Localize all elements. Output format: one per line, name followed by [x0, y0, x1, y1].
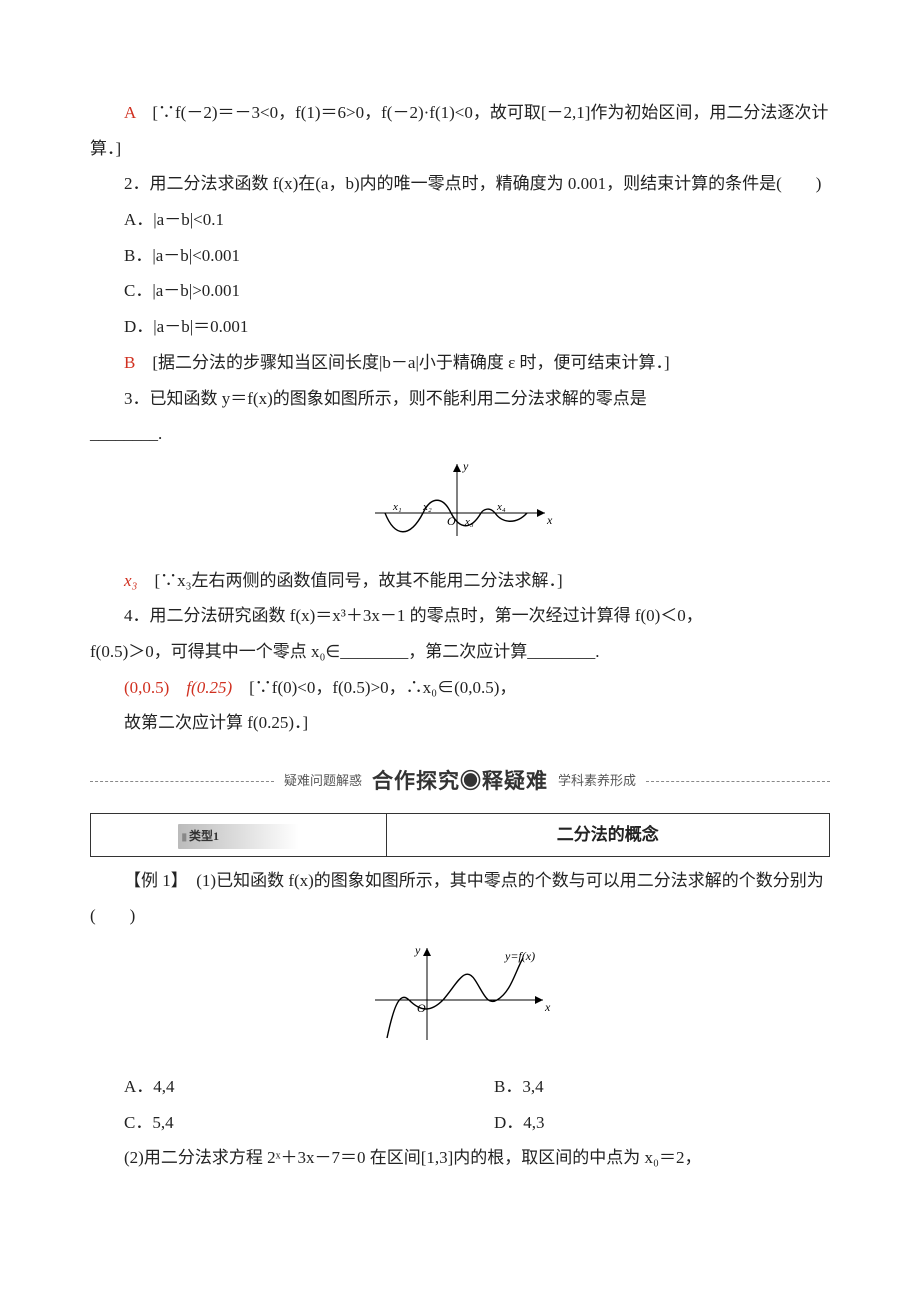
- q3-answer-text: [∵x₃左右两侧的函数值同号，故其不能用二分法求解．]: [137, 571, 562, 590]
- q3-stem-b: ________.: [90, 416, 830, 452]
- banner-line-left: [90, 781, 274, 782]
- svg-text:y: y: [462, 459, 469, 473]
- banner-line-right: [646, 781, 830, 782]
- ex1-head: 【例 1】: [124, 871, 179, 890]
- svg-text:x₂: x₂: [422, 501, 432, 513]
- q2-stem: 2．用二分法求函数 f(x)在(a，b)内的唯一零点时，精确度为 0.001，则…: [90, 166, 830, 202]
- q4-answer-line2: 故第二次应计算 f(0.25)．]: [90, 705, 830, 741]
- svg-text:x: x: [546, 513, 553, 527]
- type-label: 类型1: [178, 824, 300, 849]
- q4-stem-a: 4．用二分法研究函数 f(x)＝x³＋3x－1 的零点时，第一次经过计算得 f(…: [90, 598, 830, 634]
- ex1-optC: C．5,4: [90, 1105, 460, 1141]
- q3-graph-svg: x y O x₁ x₂ x₃ x₄: [365, 458, 555, 544]
- q2-optD: D．|a－b|＝0.001: [90, 309, 830, 345]
- q3-stem-a: 3．已知函数 y＝f(x)的图象如图所示，则不能利用二分法求解的零点是: [90, 381, 830, 417]
- ex1-opts-row1: A．4,4 B．3,4: [90, 1069, 830, 1105]
- q4-ans1: (0,0.5): [124, 678, 169, 697]
- q4-answer-line1: (0,0.5) f(0.25) [∵f(0)<0，f(0.5)>0，∴x₀∈(0…: [90, 670, 830, 706]
- ex1-graph-svg: x y O y=f(x): [365, 940, 555, 1050]
- answer-a-para: A [∵f(－2)＝－3<0，f(1)＝6>0，f(－2)·f(1)<0，故可取…: [90, 95, 830, 166]
- q4-ans2: f(0.25): [186, 678, 232, 697]
- q4-ans-text1: [∵f(0)<0，f(0.5)>0，∴x₀∈(0,0.5)，: [232, 678, 516, 697]
- ex1-opts-row2: C．5,4 D．4,3: [90, 1105, 830, 1141]
- svg-text:y=f(x): y=f(x): [504, 949, 535, 963]
- svg-text:O: O: [447, 514, 456, 528]
- q3-answer-val: x₃: [124, 571, 137, 590]
- q3-graph: x y O x₁ x₂ x₃ x₄: [90, 458, 830, 557]
- svg-text:x: x: [544, 1000, 551, 1014]
- type-title-cell: 二分法的概念: [386, 814, 829, 857]
- type-label-cell: 类型1: [91, 814, 387, 857]
- svg-text:y: y: [414, 943, 421, 957]
- q2-optA: A．|a－b|<0.1: [90, 202, 830, 238]
- ex1-optB: B．3,4: [460, 1069, 830, 1105]
- q2-optC: C．|a－b|>0.001: [90, 273, 830, 309]
- q4-stem-b: f(0.5)＞0，可得其中一个零点 x₀∈________，第二次应计算____…: [90, 634, 830, 670]
- banner-main-title: 合作探究◉释疑难: [372, 759, 548, 803]
- ex1-optD: D．4,3: [460, 1105, 830, 1141]
- q2-answer-letter: B: [124, 353, 135, 372]
- answer-a-text: [∵f(－2)＝－3<0，f(1)＝6>0，f(－2)·f(1)<0，故可取[－…: [90, 103, 828, 158]
- q2-optB: B．|a－b|<0.001: [90, 238, 830, 274]
- type-table: 类型1 二分法的概念: [90, 813, 830, 857]
- q3-answer: x₃ [∵x₃左右两侧的函数值同号，故其不能用二分法求解．]: [90, 563, 830, 599]
- q2-answer: B [据二分法的步骤知当区间长度|b－a|小于精确度 ε 时，便可结束计算．]: [90, 345, 830, 381]
- ex1-graph: x y O y=f(x): [90, 940, 830, 1063]
- svg-text:x₄: x₄: [496, 501, 506, 513]
- ex1-part2: (2)用二分法求方程 2ˣ＋3x－7＝0 在区间[1,3]内的根，取区间的中点为…: [90, 1140, 830, 1176]
- ex1-optA: A．4,4: [90, 1069, 460, 1105]
- ex1-stem: 【例 1】 (1)已知函数 f(x)的图象如图所示，其中零点的个数与可以用二分法…: [90, 863, 830, 934]
- banner-left-label: 疑难问题解惑: [284, 767, 362, 794]
- section-banner: 疑难问题解惑 合作探究◉释疑难 学科素养形成: [90, 759, 830, 803]
- svg-text:x₁: x₁: [392, 501, 402, 513]
- answer-letter-a: A: [124, 103, 135, 122]
- ex1-part1: (1)已知函数 f(x)的图象如图所示，其中零点的个数与可以用二分法求解的个数分…: [90, 871, 824, 926]
- svg-text:x₃: x₃: [464, 516, 474, 528]
- q2-answer-text: [据二分法的步骤知当区间长度|b－a|小于精确度 ε 时，便可结束计算．]: [135, 353, 669, 372]
- banner-right-label: 学科素养形成: [558, 767, 636, 794]
